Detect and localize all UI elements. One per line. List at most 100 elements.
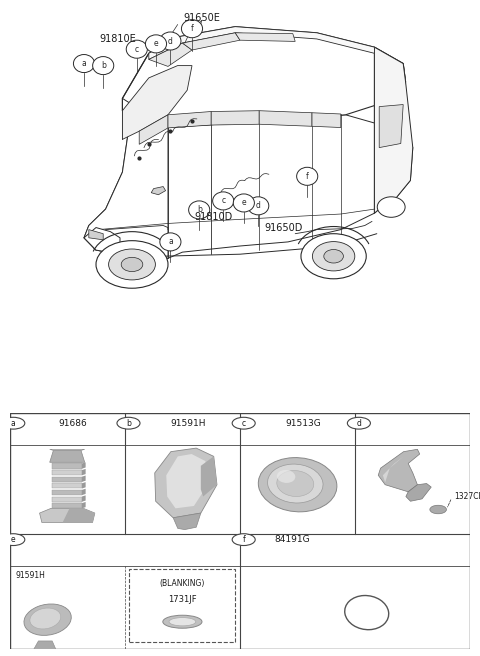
Text: 91591H: 91591H <box>15 571 45 581</box>
Circle shape <box>248 197 269 215</box>
Circle shape <box>126 40 147 58</box>
Polygon shape <box>122 66 192 139</box>
Polygon shape <box>84 228 120 254</box>
Polygon shape <box>312 113 341 127</box>
Polygon shape <box>82 495 85 502</box>
Circle shape <box>160 233 181 251</box>
Text: 91810D: 91810D <box>194 213 233 222</box>
Polygon shape <box>406 483 431 501</box>
Polygon shape <box>149 43 192 66</box>
Polygon shape <box>84 115 374 262</box>
Polygon shape <box>151 186 166 195</box>
Text: 1327CB: 1327CB <box>454 492 480 501</box>
Circle shape <box>189 201 210 219</box>
Polygon shape <box>168 112 211 128</box>
Polygon shape <box>52 483 82 489</box>
Polygon shape <box>383 457 404 482</box>
Circle shape <box>232 534 255 546</box>
Text: d: d <box>357 419 361 428</box>
Circle shape <box>117 417 140 429</box>
Ellipse shape <box>96 241 168 288</box>
Polygon shape <box>379 104 403 148</box>
Polygon shape <box>173 513 201 529</box>
Text: d: d <box>256 201 261 211</box>
Polygon shape <box>166 454 208 508</box>
Polygon shape <box>122 27 406 127</box>
Circle shape <box>430 505 446 514</box>
Polygon shape <box>201 457 217 497</box>
Polygon shape <box>378 449 420 492</box>
Text: b: b <box>197 205 202 215</box>
Polygon shape <box>82 469 85 475</box>
Circle shape <box>348 417 371 429</box>
Ellipse shape <box>258 458 337 512</box>
Text: c: c <box>135 45 139 54</box>
Text: a: a <box>82 59 86 68</box>
Text: 91810E: 91810E <box>99 34 136 44</box>
Ellipse shape <box>324 249 343 263</box>
Text: a: a <box>11 419 16 428</box>
Polygon shape <box>155 448 217 518</box>
Circle shape <box>297 167 318 185</box>
Circle shape <box>93 56 114 75</box>
Ellipse shape <box>121 257 143 272</box>
Text: c: c <box>241 419 246 428</box>
Text: 91591H: 91591H <box>170 419 206 428</box>
Text: a: a <box>168 237 173 247</box>
Text: e: e <box>11 535 15 544</box>
Circle shape <box>2 534 25 546</box>
Ellipse shape <box>301 234 366 279</box>
Polygon shape <box>50 449 84 451</box>
Polygon shape <box>52 497 82 502</box>
Polygon shape <box>182 33 240 50</box>
Ellipse shape <box>377 197 405 217</box>
Polygon shape <box>139 115 168 144</box>
Text: f: f <box>306 172 309 181</box>
Polygon shape <box>52 470 82 475</box>
Polygon shape <box>82 462 85 468</box>
Polygon shape <box>82 502 85 508</box>
Ellipse shape <box>24 604 72 636</box>
Text: 91650E: 91650E <box>183 14 220 24</box>
Text: e: e <box>154 39 158 49</box>
Text: b: b <box>126 419 131 428</box>
Circle shape <box>213 192 234 210</box>
Circle shape <box>73 54 95 73</box>
Circle shape <box>233 194 254 212</box>
Text: d: d <box>168 37 173 45</box>
Polygon shape <box>149 27 374 60</box>
Text: 84191G: 84191G <box>274 535 310 544</box>
Polygon shape <box>82 476 85 482</box>
Ellipse shape <box>108 249 156 280</box>
Text: b: b <box>101 61 106 70</box>
Polygon shape <box>52 490 82 495</box>
Polygon shape <box>39 508 95 522</box>
Polygon shape <box>52 503 82 508</box>
Polygon shape <box>211 111 259 125</box>
Polygon shape <box>50 451 84 462</box>
Polygon shape <box>34 641 57 654</box>
Polygon shape <box>259 111 312 126</box>
Circle shape <box>160 32 181 50</box>
Polygon shape <box>52 463 82 468</box>
Polygon shape <box>84 98 168 262</box>
Ellipse shape <box>277 470 314 497</box>
Text: (BLANKING): (BLANKING) <box>160 579 205 588</box>
Ellipse shape <box>312 241 355 271</box>
Polygon shape <box>235 33 295 41</box>
Text: f: f <box>191 24 193 33</box>
Text: c: c <box>221 196 225 205</box>
Polygon shape <box>374 47 413 213</box>
Text: e: e <box>241 199 246 207</box>
Ellipse shape <box>30 608 61 629</box>
Ellipse shape <box>277 470 295 483</box>
Circle shape <box>232 417 255 429</box>
Ellipse shape <box>163 615 202 628</box>
Bar <box>130 569 235 642</box>
Polygon shape <box>62 508 95 522</box>
Circle shape <box>2 417 25 429</box>
Ellipse shape <box>267 464 323 503</box>
Text: 91513G: 91513G <box>286 419 321 428</box>
Text: f: f <box>242 535 245 544</box>
Polygon shape <box>52 477 82 482</box>
